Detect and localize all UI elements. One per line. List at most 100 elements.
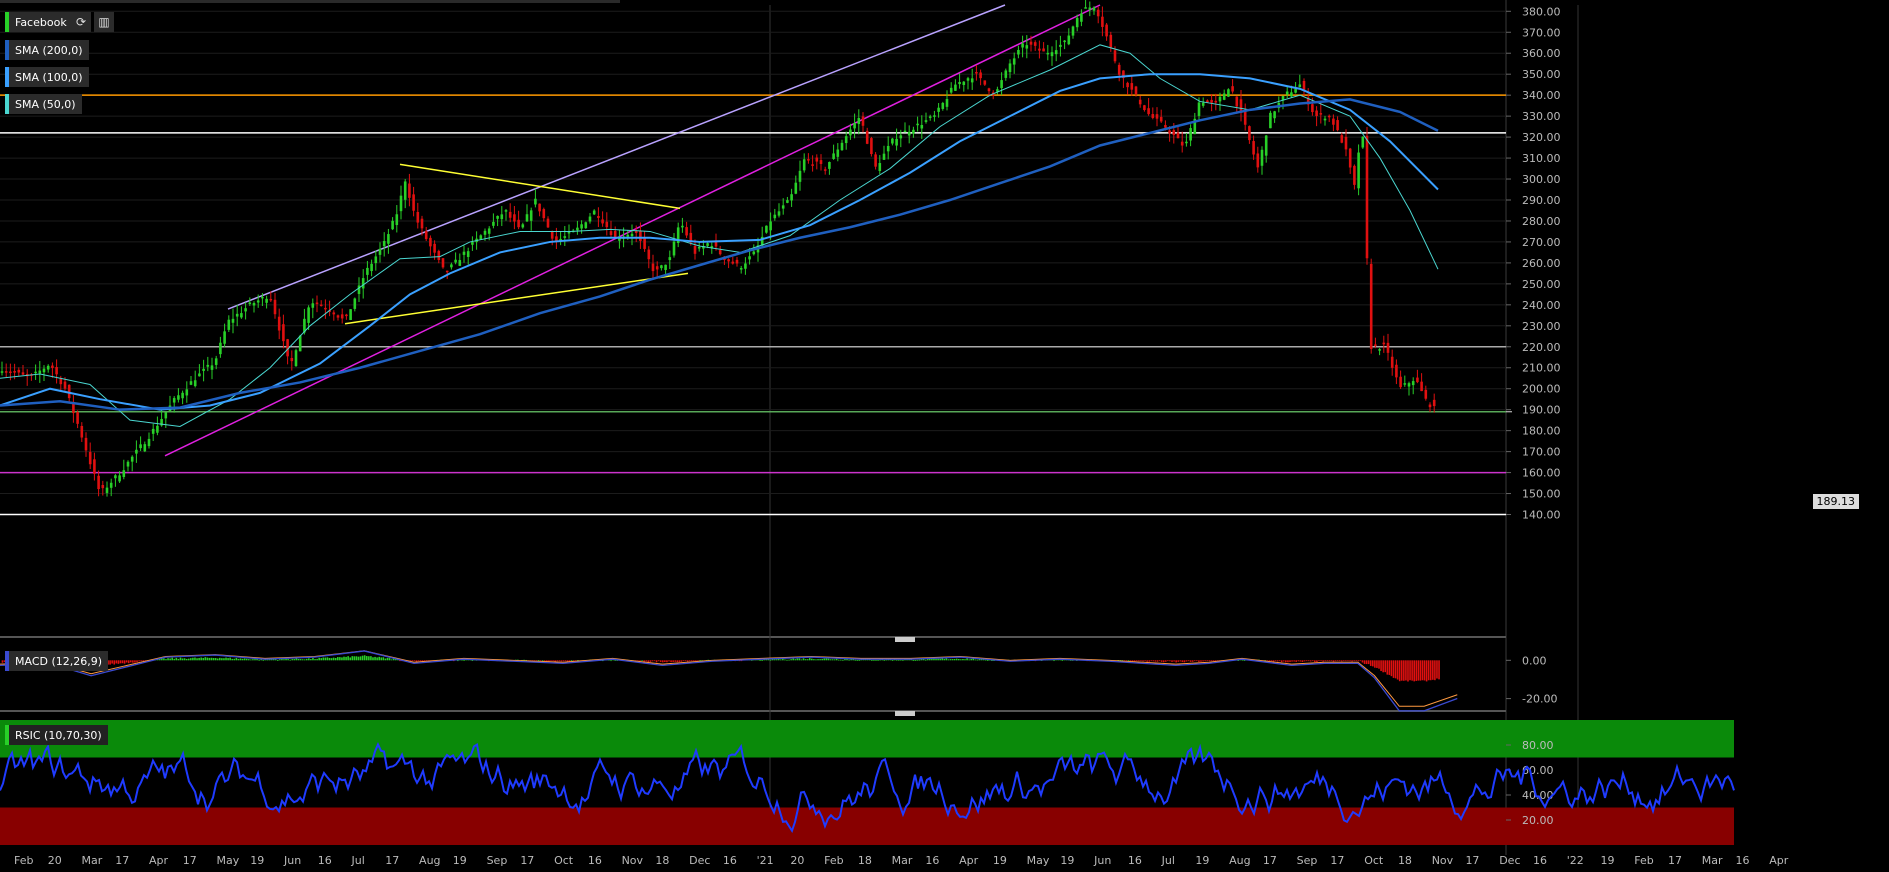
refresh-icon[interactable]: ⟳ [71,12,91,32]
macd-histogram-bar [121,660,124,664]
candle-body [668,257,672,261]
macd-histogram-bar [1198,660,1200,662]
macd-histogram-bar [577,660,579,661]
macd-histogram-bar [1427,660,1430,681]
candle-body [46,365,50,370]
time-axis-label: 17 [385,854,399,867]
candle-body [429,237,432,247]
candle-body [949,87,953,93]
macd-histogram-bar [262,659,265,661]
macd-histogram-bar [219,657,221,661]
macd-histogram-bar [686,660,689,662]
candle-body [790,194,793,201]
sma100-legend[interactable]: SMA (100,0) [5,67,89,87]
macd-histogram-bar [784,659,786,661]
macd-histogram-bar [268,659,271,661]
macd-histogram-bar [1303,660,1306,662]
price-tick-label: 280.00 [1522,215,1561,228]
sma50-legend[interactable]: SMA (50,0) [5,94,82,114]
sma50-line [0,44,1439,427]
candle-body [639,230,642,241]
macd-histogram-bar [798,658,801,661]
candle-body [282,324,285,342]
rsi-swatch [5,725,9,745]
macd-histogram-bar [790,659,792,661]
candle-body [1315,110,1318,117]
candle-body [996,89,999,92]
macd-histogram-bar [792,658,794,661]
macd-histogram-bar [850,659,852,661]
time-axis-label: 17 [520,854,534,867]
macd-histogram-bar [245,658,248,661]
macd-histogram-bar [811,658,813,661]
candle-body [1075,17,1079,28]
macd-histogram-bar [546,660,548,662]
candle-body [1092,7,1096,11]
symbol-legend[interactable]: Facebook [5,12,73,32]
candle-body [172,398,176,403]
rsi-overbought-zone [0,720,1734,758]
candle-body [256,300,260,303]
macd-histogram-bar [1278,660,1281,662]
candle-body [1134,86,1138,95]
macd-histogram-bar [285,658,287,661]
time-axis-label: 20 [48,854,62,867]
macd-histogram-bar [136,660,138,663]
candle-body [882,153,886,160]
time-axis-label: 20 [790,854,804,867]
macd-histogram-bar [1189,660,1192,662]
macd-histogram-bar [225,657,227,661]
macd-histogram-bar [1185,660,1188,662]
time-axis-label: 19 [993,854,1007,867]
candle-body [580,224,583,229]
macd-histogram-bar [1388,660,1391,675]
chart-settings-icon[interactable]: ▥ [94,12,114,32]
macd-histogram-bar [370,656,372,661]
time-axis-label: Apr [149,854,169,867]
candle-body [4,371,8,373]
candle-body [802,159,806,171]
macd-histogram-bar [566,660,569,662]
candle-body [807,159,810,161]
macd-histogram-bar [1146,660,1148,662]
candle-body [370,263,373,272]
rsi-legend[interactable]: RSIC (10,70,30) [5,725,108,745]
macd-histogram-bar [1150,660,1153,662]
candle-body [269,298,273,301]
time-axis-label: Jul [1161,854,1175,867]
candle-body [399,195,403,212]
sma200-legend[interactable]: SMA (200,0) [5,40,89,60]
candle-body [1340,135,1344,143]
macd-histogram-bar [1162,660,1165,663]
candle-body [1424,389,1428,399]
macd-legend[interactable]: MACD (12,26,9) [5,651,109,671]
candle-body [496,215,499,219]
macd-histogram-bar [645,660,648,662]
macd-histogram-bar [173,658,176,661]
candle-body [664,264,667,270]
macd-histogram-bar [204,657,207,661]
candle-body [55,367,58,375]
time-axis-label: Aug [419,854,440,867]
candle-body [739,268,743,270]
macd-histogram-bar [161,658,163,661]
candle-body [773,214,777,219]
candle-body [84,437,88,451]
candle-body [1306,97,1310,105]
candle-body [941,102,945,109]
macd-histogram-bar [1208,660,1211,662]
candle-body [1197,102,1201,116]
candle-body [836,149,840,157]
candle-body [0,371,4,373]
pane-resize-handle [895,711,915,716]
macd-histogram-bar [1338,660,1341,662]
macd-histogram-bar [165,659,167,661]
macd-histogram-bar [287,659,289,661]
macd-histogram-bar [252,659,254,661]
time-axis-label: 16 [1128,854,1142,867]
macd-histogram-bar [390,659,393,661]
rsi-line [0,742,1735,834]
macd-histogram-bar [399,660,401,662]
macd-histogram-bar [550,660,552,662]
